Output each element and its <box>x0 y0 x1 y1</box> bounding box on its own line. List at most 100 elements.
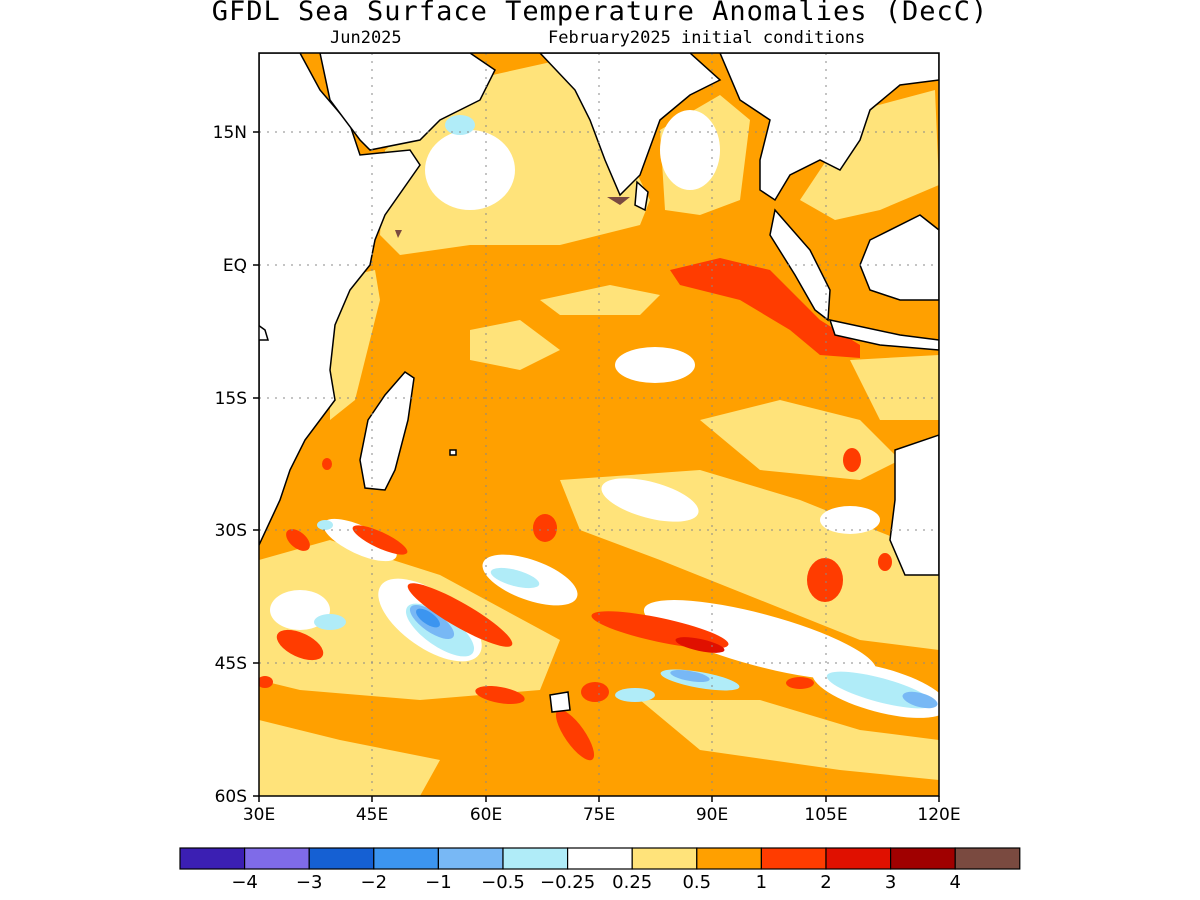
neg-patch-5 <box>314 614 346 630</box>
latitude-labels: 15N EQ 15S 30S 45S 60S <box>213 123 247 807</box>
neg-patch-4 <box>490 567 540 589</box>
southern-neutral-6 <box>323 518 397 562</box>
colorbar-label-8: 1 <box>756 872 767 893</box>
warm-patch-13 <box>786 677 814 689</box>
bay-of-bengal-neutral <box>660 110 720 190</box>
borneo-island <box>859 214 939 301</box>
colorbar-label-0: −4 <box>231 872 258 893</box>
equatorial-light-band <box>540 285 660 315</box>
neg-patch-3 <box>416 608 440 628</box>
equatorial-warm-core <box>670 258 860 358</box>
initial-conditions-label: February2025 initial conditions <box>548 28 866 48</box>
warm-patch-8 <box>555 709 595 761</box>
colorbar-label-5: −0.25 <box>540 872 595 893</box>
colorbar-swatch-1 <box>244 847 310 870</box>
warm-patch-10 <box>475 686 525 704</box>
anomaly-band-negative <box>314 115 938 709</box>
warm-patch-12 <box>843 448 861 472</box>
lon-label-90e: 90E <box>696 805 728 825</box>
colorbar-swatch-4 <box>437 847 504 870</box>
forecast-month: Jun2025 <box>330 28 402 48</box>
neg-patch-11 <box>615 688 655 702</box>
colorbar-label-7: 0.5 <box>682 872 711 893</box>
neg-patch-12 <box>317 520 333 530</box>
lat-label-45s: 45S <box>215 654 247 674</box>
warm-patch-11 <box>286 529 310 551</box>
warm-patch-5 <box>807 558 843 602</box>
neg-patch-7 <box>902 691 938 709</box>
southern-neutral-8 <box>820 506 880 534</box>
arabia-landmass <box>319 53 496 151</box>
southern-neutral-5 <box>601 478 699 522</box>
warm-patch-9 <box>581 682 609 702</box>
colorbar-swatch-0 <box>179 847 246 870</box>
central-neutral-1 <box>615 347 695 383</box>
anomaly-field <box>259 53 939 796</box>
colorbar-swatch-12 <box>954 847 1021 870</box>
sri-lanka-island <box>634 180 649 212</box>
west-australia-light <box>850 355 939 420</box>
lat-label-eq: EQ <box>223 256 247 276</box>
central-light-band <box>470 320 560 370</box>
lon-label-105e: 105E <box>804 805 847 825</box>
colorbar-swatch-8 <box>696 847 762 870</box>
kerguelen-island <box>549 691 571 713</box>
lon-label-45e: 45E <box>356 805 388 825</box>
lon-label-30e: 30E <box>243 805 275 825</box>
colorbar-swatch-10 <box>825 847 892 870</box>
lat-label-15n: 15N <box>213 123 247 143</box>
colorbar-label-9: 2 <box>820 872 831 893</box>
lat-label-15s: 15S <box>215 389 247 409</box>
colorbar-label-4: −0.5 <box>481 872 525 893</box>
warm-patch-16 <box>322 458 332 470</box>
southern-neutral-3 <box>643 600 877 680</box>
warm-patch-6 <box>533 514 557 542</box>
map-title: GFDL Sea Surface Temperature Anomalies (… <box>211 0 989 27</box>
colorbar-swatch-9 <box>760 847 827 870</box>
arabian-sea-neutral <box>425 130 515 210</box>
southern-light-band-4 <box>640 700 939 780</box>
warm-patch-14 <box>878 553 892 571</box>
southeast-asia-landmass <box>719 53 939 202</box>
colorbar-swatch-6 <box>566 847 633 870</box>
reunion-island <box>449 449 457 456</box>
longitude-labels: 30E 45E 60E 75E 90E 105E 120E <box>243 805 961 825</box>
neg-patch-9 <box>670 669 710 683</box>
graticule <box>259 53 939 796</box>
warm-patch-3 <box>675 637 725 653</box>
warm-patch-4 <box>276 629 324 661</box>
colorbar-label-10: 3 <box>885 872 896 893</box>
sumatra-island <box>769 208 831 322</box>
colorbar-label-1: −3 <box>296 872 323 893</box>
lon-label-75e: 75E <box>583 805 615 825</box>
south-china-sea-light <box>800 90 939 220</box>
madagascar-island <box>359 371 415 491</box>
neg-patch-10 <box>445 115 475 135</box>
colorbar-label-6: 0.25 <box>612 872 652 893</box>
horn-of-africa-tip <box>259 324 270 341</box>
extreme-anomaly-patch <box>607 197 630 205</box>
tick-marks <box>253 131 940 802</box>
colorbar-label-2: −2 <box>361 872 388 893</box>
colorbar-swatch-11 <box>889 847 956 870</box>
southern-light-band-3 <box>259 720 440 796</box>
land-areas <box>259 53 939 713</box>
warm-patch-7 <box>352 525 408 555</box>
colorbar-label-11: 4 <box>949 872 960 893</box>
anomaly-band-strong-positive <box>259 258 892 761</box>
lon-label-120e: 120E <box>917 805 960 825</box>
colorbar-swatch-5 <box>502 847 569 870</box>
colorbar: −4 −3 −2 −1 −0.5 −0.25 0.25 0.5 1 2 3 4 <box>179 847 1021 893</box>
lon-label-60e: 60E <box>470 805 502 825</box>
lat-label-30s: 30S <box>215 521 247 541</box>
colorbar-swatch-3 <box>373 847 439 870</box>
java-island <box>828 318 939 351</box>
extreme-anomaly-patch-2 <box>395 230 402 238</box>
lat-label-60s: 60S <box>215 787 247 807</box>
australia-landmass <box>889 434 939 576</box>
warm-patch-15 <box>259 676 273 688</box>
india-landmass <box>538 53 722 197</box>
colorbar-label-3: −1 <box>425 872 452 893</box>
colorbar-swatch-7 <box>631 847 698 870</box>
